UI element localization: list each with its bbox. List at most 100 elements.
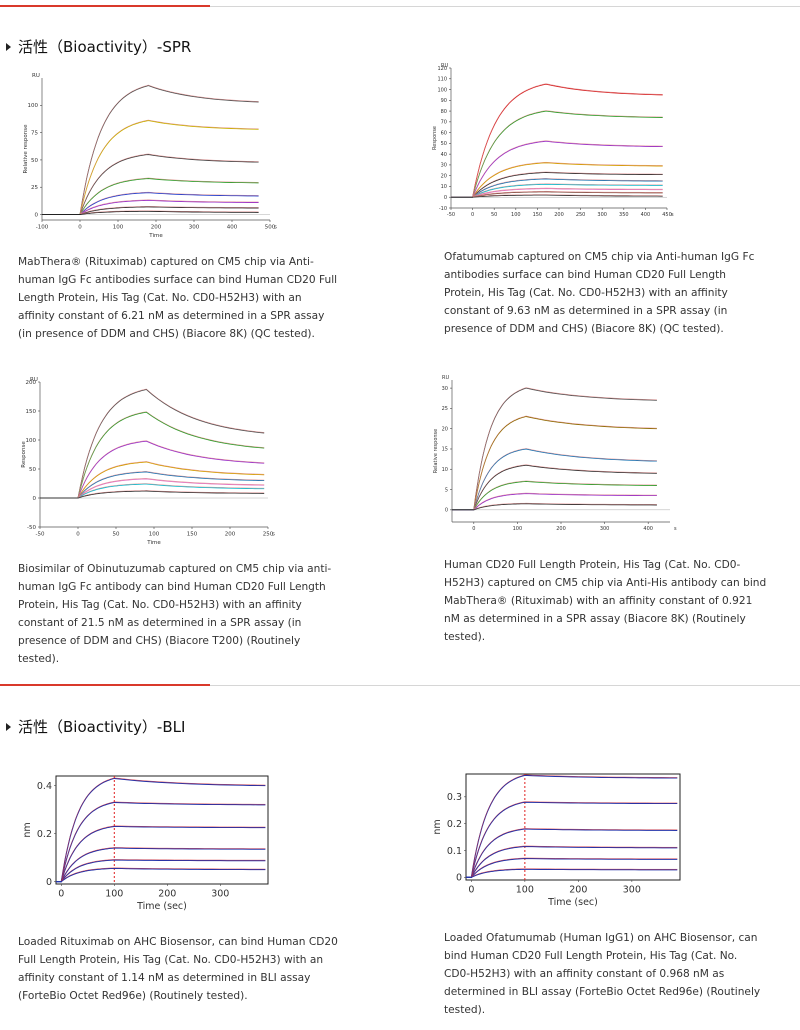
- series-line-8: [451, 188, 663, 198]
- fit-line-6: [61, 867, 266, 882]
- x-tick-label: 300: [600, 526, 610, 532]
- fit-line-5: [61, 859, 266, 882]
- y-tick-label: 0: [445, 508, 448, 514]
- y-tick-label: 0.1: [447, 846, 462, 857]
- series-line-5: [466, 857, 678, 878]
- fit-line-2: [471, 801, 678, 877]
- fit-line-8: [472, 187, 663, 197]
- caption-line: bind Human CD20 Full Length Protein, His…: [444, 950, 738, 962]
- caption-spr-1: MabThera® (Rituximab) captured on CM5 ch…: [18, 253, 378, 343]
- series-line-8: [42, 210, 259, 215]
- caption-spr-4: Human CD20 Full Length Protein, His Tag …: [444, 556, 794, 646]
- y-unit-label: RU: [441, 63, 448, 69]
- fit-line-6: [77, 478, 265, 498]
- x-unit-label: s: [274, 225, 277, 231]
- series-line-3: [451, 140, 663, 198]
- y-axis-title: Response: [21, 441, 27, 468]
- series-line-3: [452, 448, 657, 511]
- x-tick-label: 0: [76, 532, 80, 538]
- fit-line-4: [472, 161, 663, 197]
- x-tick-label: 200: [554, 212, 564, 218]
- y-unit-label: RU: [32, 73, 40, 79]
- fit-line-5: [473, 480, 657, 510]
- fit-line-7: [473, 502, 657, 510]
- series-line-4: [451, 162, 663, 198]
- fit-line-3: [79, 153, 259, 214]
- fit-line-3: [77, 440, 265, 498]
- x-tick-label: 150: [533, 212, 543, 218]
- fit-line-1: [79, 84, 259, 214]
- series-line-5: [56, 859, 266, 883]
- x-tick-label: 100: [513, 526, 523, 532]
- x-tick-label: 300: [623, 885, 641, 896]
- x-tick-label: -100: [36, 225, 49, 231]
- series-line-7: [451, 183, 663, 198]
- x-tick-label: 450: [662, 212, 672, 218]
- fit-line-6: [79, 199, 259, 215]
- y-axis-title: nm: [22, 822, 33, 837]
- caption-line: affinity constant of 1.14 nM as determin…: [18, 972, 311, 984]
- y-tick-label: 100: [26, 438, 37, 444]
- x-tick-label: 300: [597, 212, 607, 218]
- caption-line: Loaded Ofatumumab (Human IgG1) on AHC Bi…: [444, 932, 758, 944]
- series-line-4: [56, 847, 266, 883]
- series-line-8: [40, 490, 265, 499]
- section-title-spr: 活性（Bioactivity）-SPR: [6, 36, 191, 57]
- x-tick-label: 200: [225, 532, 236, 538]
- y-tick-label: 0: [456, 873, 462, 884]
- caption-line: Biosimilar of Obinutuzumab captured on C…: [18, 563, 332, 575]
- caption-line: Human CD20 Full Length Protein, His Tag …: [444, 559, 741, 571]
- caption-line: determined in BLI assay (ForteBio Octet …: [444, 986, 761, 998]
- y-tick-label: 15: [442, 447, 448, 453]
- spr-chart-4: 0 5 10 15 20 25 30 0 100 200 300 400 RU s Relative res…: [428, 372, 678, 532]
- fit-line-6: [473, 492, 657, 510]
- y-tick-label: 0: [444, 195, 447, 201]
- series-line-6: [452, 493, 657, 511]
- x-tick-label: 0: [471, 212, 474, 218]
- y-tick-label: -50: [27, 525, 36, 531]
- y-tick-label: 50: [441, 141, 447, 147]
- fit-line-5: [472, 171, 663, 197]
- bli-chart-2: 0 0.1 0.2 0.3 0 100 200 300 Time (sec) nm: [428, 768, 688, 916]
- x-tick-label: 250: [263, 532, 274, 538]
- x-unit-label: s: [272, 532, 275, 538]
- x-tick-label: 200: [158, 889, 176, 900]
- spr-chart-1: 0 25 50 75 100 -100 0 100 200 300 400 500 RU s Time Rel…: [20, 70, 280, 245]
- series-line-4: [42, 178, 259, 215]
- x-tick-label: 50: [491, 212, 497, 218]
- x-tick-label: 100: [516, 885, 534, 896]
- fit-line-2: [61, 801, 266, 882]
- caption-line: MabThera® (Rituximab) captured on CM5 ch…: [18, 256, 314, 268]
- caption-line: Ofatumumab captured on CM5 chip via Anti…: [444, 251, 755, 263]
- x-unit-label: s: [671, 212, 674, 218]
- y-tick-label: 5: [445, 487, 448, 493]
- series-line-4: [466, 845, 678, 878]
- caption-line: human IgG Fc antibody can bind Human CD2…: [18, 581, 326, 593]
- fit-line-1: [472, 83, 663, 197]
- caption-line: nM as determined in a SPR assay (Biacore…: [444, 613, 746, 625]
- fit-line-3: [471, 828, 678, 877]
- caption-line: constant of 21.5 nM as determined in a S…: [18, 617, 302, 629]
- y-axis-title: Response: [432, 126, 438, 150]
- series-line-7: [452, 503, 657, 511]
- top-divider: [0, 6, 800, 7]
- fit-line-4: [61, 847, 266, 882]
- y-tick-label: 80: [441, 109, 447, 115]
- series-line-9: [451, 191, 663, 198]
- series-line-10: [451, 194, 663, 198]
- series-line-3: [56, 825, 266, 883]
- series-line-5: [451, 172, 663, 198]
- y-tick-label: 10: [441, 184, 447, 190]
- spr-chart-3: -50 0 50 100 150 200 -50 0 50 100 150 200 250 RU s Time…: [14, 372, 279, 552]
- fit-line-7: [472, 183, 663, 197]
- x-unit-label: s: [674, 526, 677, 532]
- x-tick-label: 50: [113, 532, 120, 538]
- fit-line-3: [472, 140, 663, 197]
- fit-line-3: [473, 448, 657, 510]
- caption-line: presence of DDM and CHS) (Biacore T200) …: [18, 635, 301, 647]
- series-line-1: [56, 777, 266, 883]
- caption-line: affinity constant of 6.21 nM as determin…: [18, 310, 325, 322]
- fit-line-7: [79, 206, 259, 215]
- series-line-3: [466, 828, 678, 878]
- y-tick-label: 0: [33, 496, 37, 502]
